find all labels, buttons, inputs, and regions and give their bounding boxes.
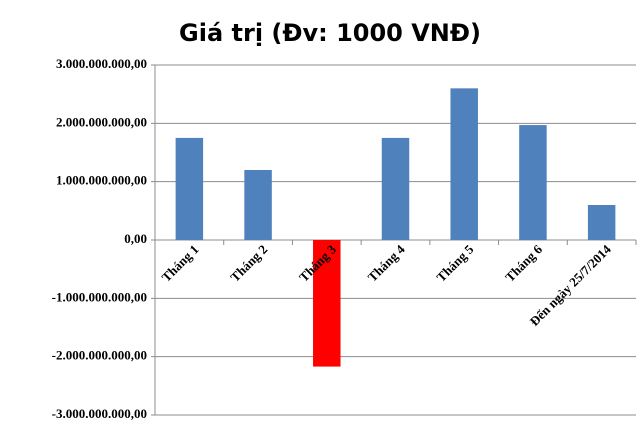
- bar: [244, 170, 272, 240]
- bar: [175, 137, 204, 240]
- chart-title: Giá trị (Đv: 1000 VNĐ): [179, 19, 481, 47]
- x-tick-label: Tháng 6: [502, 241, 545, 284]
- bar: [519, 125, 547, 240]
- y-tick-label: 2.000.000.000,00: [56, 114, 147, 129]
- y-tick-label: 0,00: [124, 231, 147, 246]
- bar: [450, 88, 478, 240]
- y-tick-label: 3.000.000.000,00: [56, 56, 147, 71]
- x-tick-label: Tháng 4: [365, 241, 408, 284]
- bar: [381, 137, 410, 240]
- y-tick-label: -2.000.000.000,00: [52, 348, 147, 363]
- y-tick-label: 1.000.000.000,00: [56, 173, 147, 188]
- x-tick-label: Tháng 1: [159, 242, 202, 285]
- y-tick-label: -3.000.000.000,00: [52, 406, 147, 421]
- y-tick-label: -1.000.000.000,00: [52, 289, 147, 304]
- bar: [587, 205, 616, 240]
- bar: [313, 240, 341, 367]
- x-tick-label: Tháng 2: [227, 242, 270, 285]
- x-tick-label: Tháng 5: [433, 241, 476, 284]
